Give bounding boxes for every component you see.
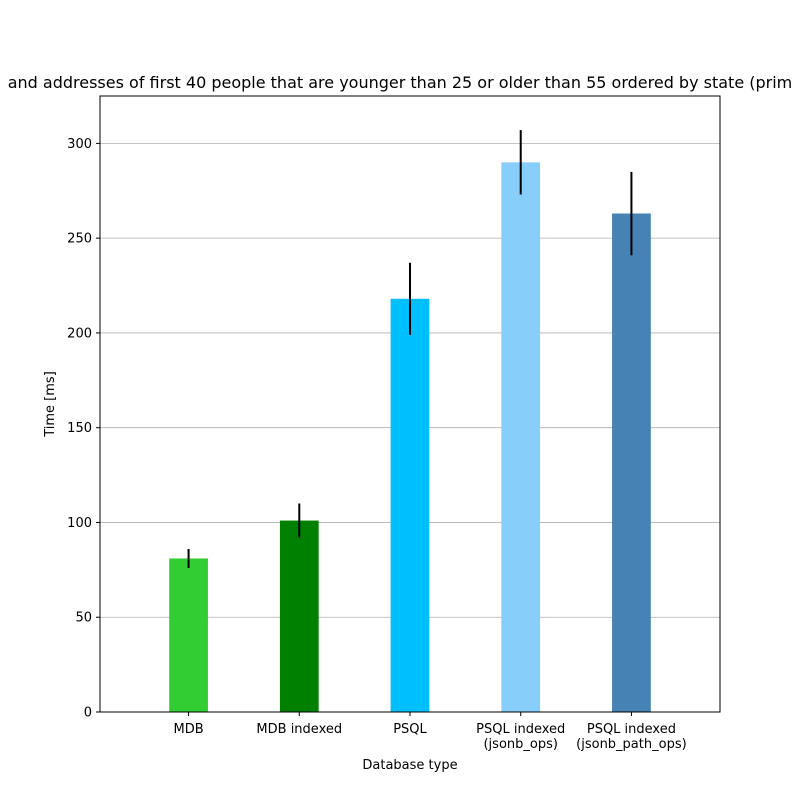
y-axis-ticks: 0 50 100 150 200 250 300 bbox=[67, 137, 100, 721]
y-axis-label: Time [ms] bbox=[43, 371, 58, 438]
bar-1 bbox=[279, 520, 319, 712]
x-axis-label: Database type bbox=[362, 758, 457, 773]
y-tick-label-0: 0 bbox=[84, 706, 92, 721]
bar-3 bbox=[501, 162, 541, 713]
y-tick-label-50: 50 bbox=[75, 611, 92, 626]
x-axis-ticks: MDB MDB indexed PSQL PSQL indexed (jsonb_ops… bbox=[173, 712, 687, 752]
x-tick-label-1: MDB indexed bbox=[256, 722, 342, 737]
y-tick-label-250: 250 bbox=[67, 232, 92, 247]
bars bbox=[169, 162, 651, 713]
bar-4 bbox=[612, 213, 651, 712]
x-tick-label-0: MDB bbox=[173, 722, 203, 737]
x-tick-label-3: PSQL indexed (jsonb_ops) bbox=[476, 722, 565, 752]
y-tick-label-150: 150 bbox=[67, 421, 92, 436]
error-bars bbox=[187, 130, 633, 568]
y-tick-label-300: 300 bbox=[67, 137, 92, 152]
y-tick-label-200: 200 bbox=[67, 326, 92, 341]
x-tick-label-2: PSQL bbox=[393, 722, 427, 737]
bar-0 bbox=[169, 558, 208, 712]
bar-2 bbox=[390, 298, 430, 712]
y-tick-label-100: 100 bbox=[67, 516, 92, 531]
chart-title: and addresses of first 40 people that ar… bbox=[8, 73, 793, 92]
x-tick-label-4: PSQL indexed (jsonb_path_ops) bbox=[576, 722, 687, 752]
